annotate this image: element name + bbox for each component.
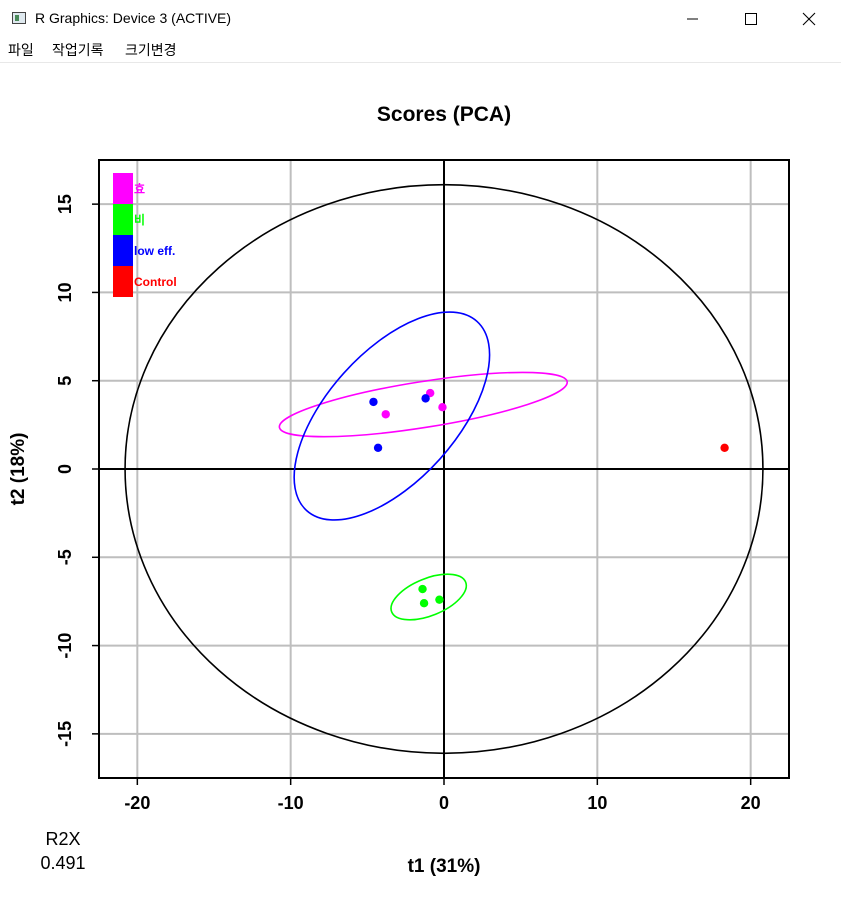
pca-score-plot: -20 -10 0 10 20 -15 -10 -5 0 5 10 15 Scores (PCA) t1 … (8, 103, 790, 877)
close-button[interactable] (780, 0, 838, 38)
y-tick-label-5: 10 (55, 282, 75, 302)
group-ellipse-1 (390, 573, 468, 621)
score-point-0-1 (381, 410, 390, 419)
hotelling-t2-ellipse (124, 183, 764, 755)
score-point-2-2 (421, 394, 430, 403)
y-tick-label-6: 15 (55, 194, 75, 214)
x-axis-label: t1 (31%) (408, 856, 481, 877)
minimize-button[interactable] (664, 0, 722, 38)
r2x-label: R2X (45, 829, 80, 849)
x-tick-label-1: -10 (278, 793, 304, 813)
score-point-0-2 (438, 403, 447, 412)
menu-resize[interactable]: 크기변경 (125, 43, 177, 59)
legend-label-1: 비 (134, 212, 145, 227)
y-tick-label-2: -5 (55, 549, 75, 565)
x-tick-label-4: 20 (741, 793, 761, 813)
legend-swatch-3 (113, 266, 133, 297)
score-point-1-0 (418, 584, 427, 594)
r-graphics-window-icon (12, 12, 26, 24)
y-tick-label-0: -15 (55, 721, 75, 747)
score-point-1-2 (435, 595, 444, 604)
close-icon (802, 12, 816, 26)
chart-title: Scores (PCA) (377, 103, 511, 126)
group-ellipse-2 (293, 311, 491, 521)
score-point-1-1 (419, 598, 429, 608)
menu-history[interactable]: 작업기록 (52, 43, 104, 59)
maximize-button[interactable] (722, 0, 780, 38)
y-tick-label-1: -10 (55, 633, 75, 659)
window-title: R Graphics: Device 3 (ACTIVE) (35, 10, 232, 26)
legend-label-3: Control (134, 275, 177, 289)
score-point-3-0 (720, 443, 729, 453)
legend-swatch-2 (113, 235, 133, 266)
legend-label-0: 효 (134, 182, 145, 196)
minimize-icon (687, 18, 698, 20)
legend-label-2: low eff. (134, 244, 175, 258)
maximize-icon (745, 13, 757, 25)
y-axis-label: t2 (18%) (8, 433, 29, 506)
menu-bar: 파일 작업기록 크기변경 (0, 38, 841, 63)
x-tick-label-3: 10 (587, 793, 607, 813)
r2x-value: 0.491 (40, 853, 85, 873)
y-tick-label-3: 0 (55, 464, 75, 474)
x-tick-label-0: -20 (124, 793, 150, 813)
plot-canvas: -20 -10 0 10 20 -15 -10 -5 0 5 10 15 Scores (PCA) t1 … (0, 63, 841, 903)
y-tick-label-4: 5 (55, 376, 75, 386)
title-bar: R Graphics: Device 3 (ACTIVE) (0, 0, 841, 38)
score-point-2-0 (369, 397, 378, 407)
x-tick-label-2: 0 (439, 793, 449, 813)
group-ellipse-0 (278, 371, 569, 438)
legend-swatch-1 (113, 204, 133, 235)
score-point-2-1 (373, 443, 383, 453)
menu-file[interactable]: 파일 (8, 43, 34, 59)
legend-swatch-0 (113, 173, 133, 204)
